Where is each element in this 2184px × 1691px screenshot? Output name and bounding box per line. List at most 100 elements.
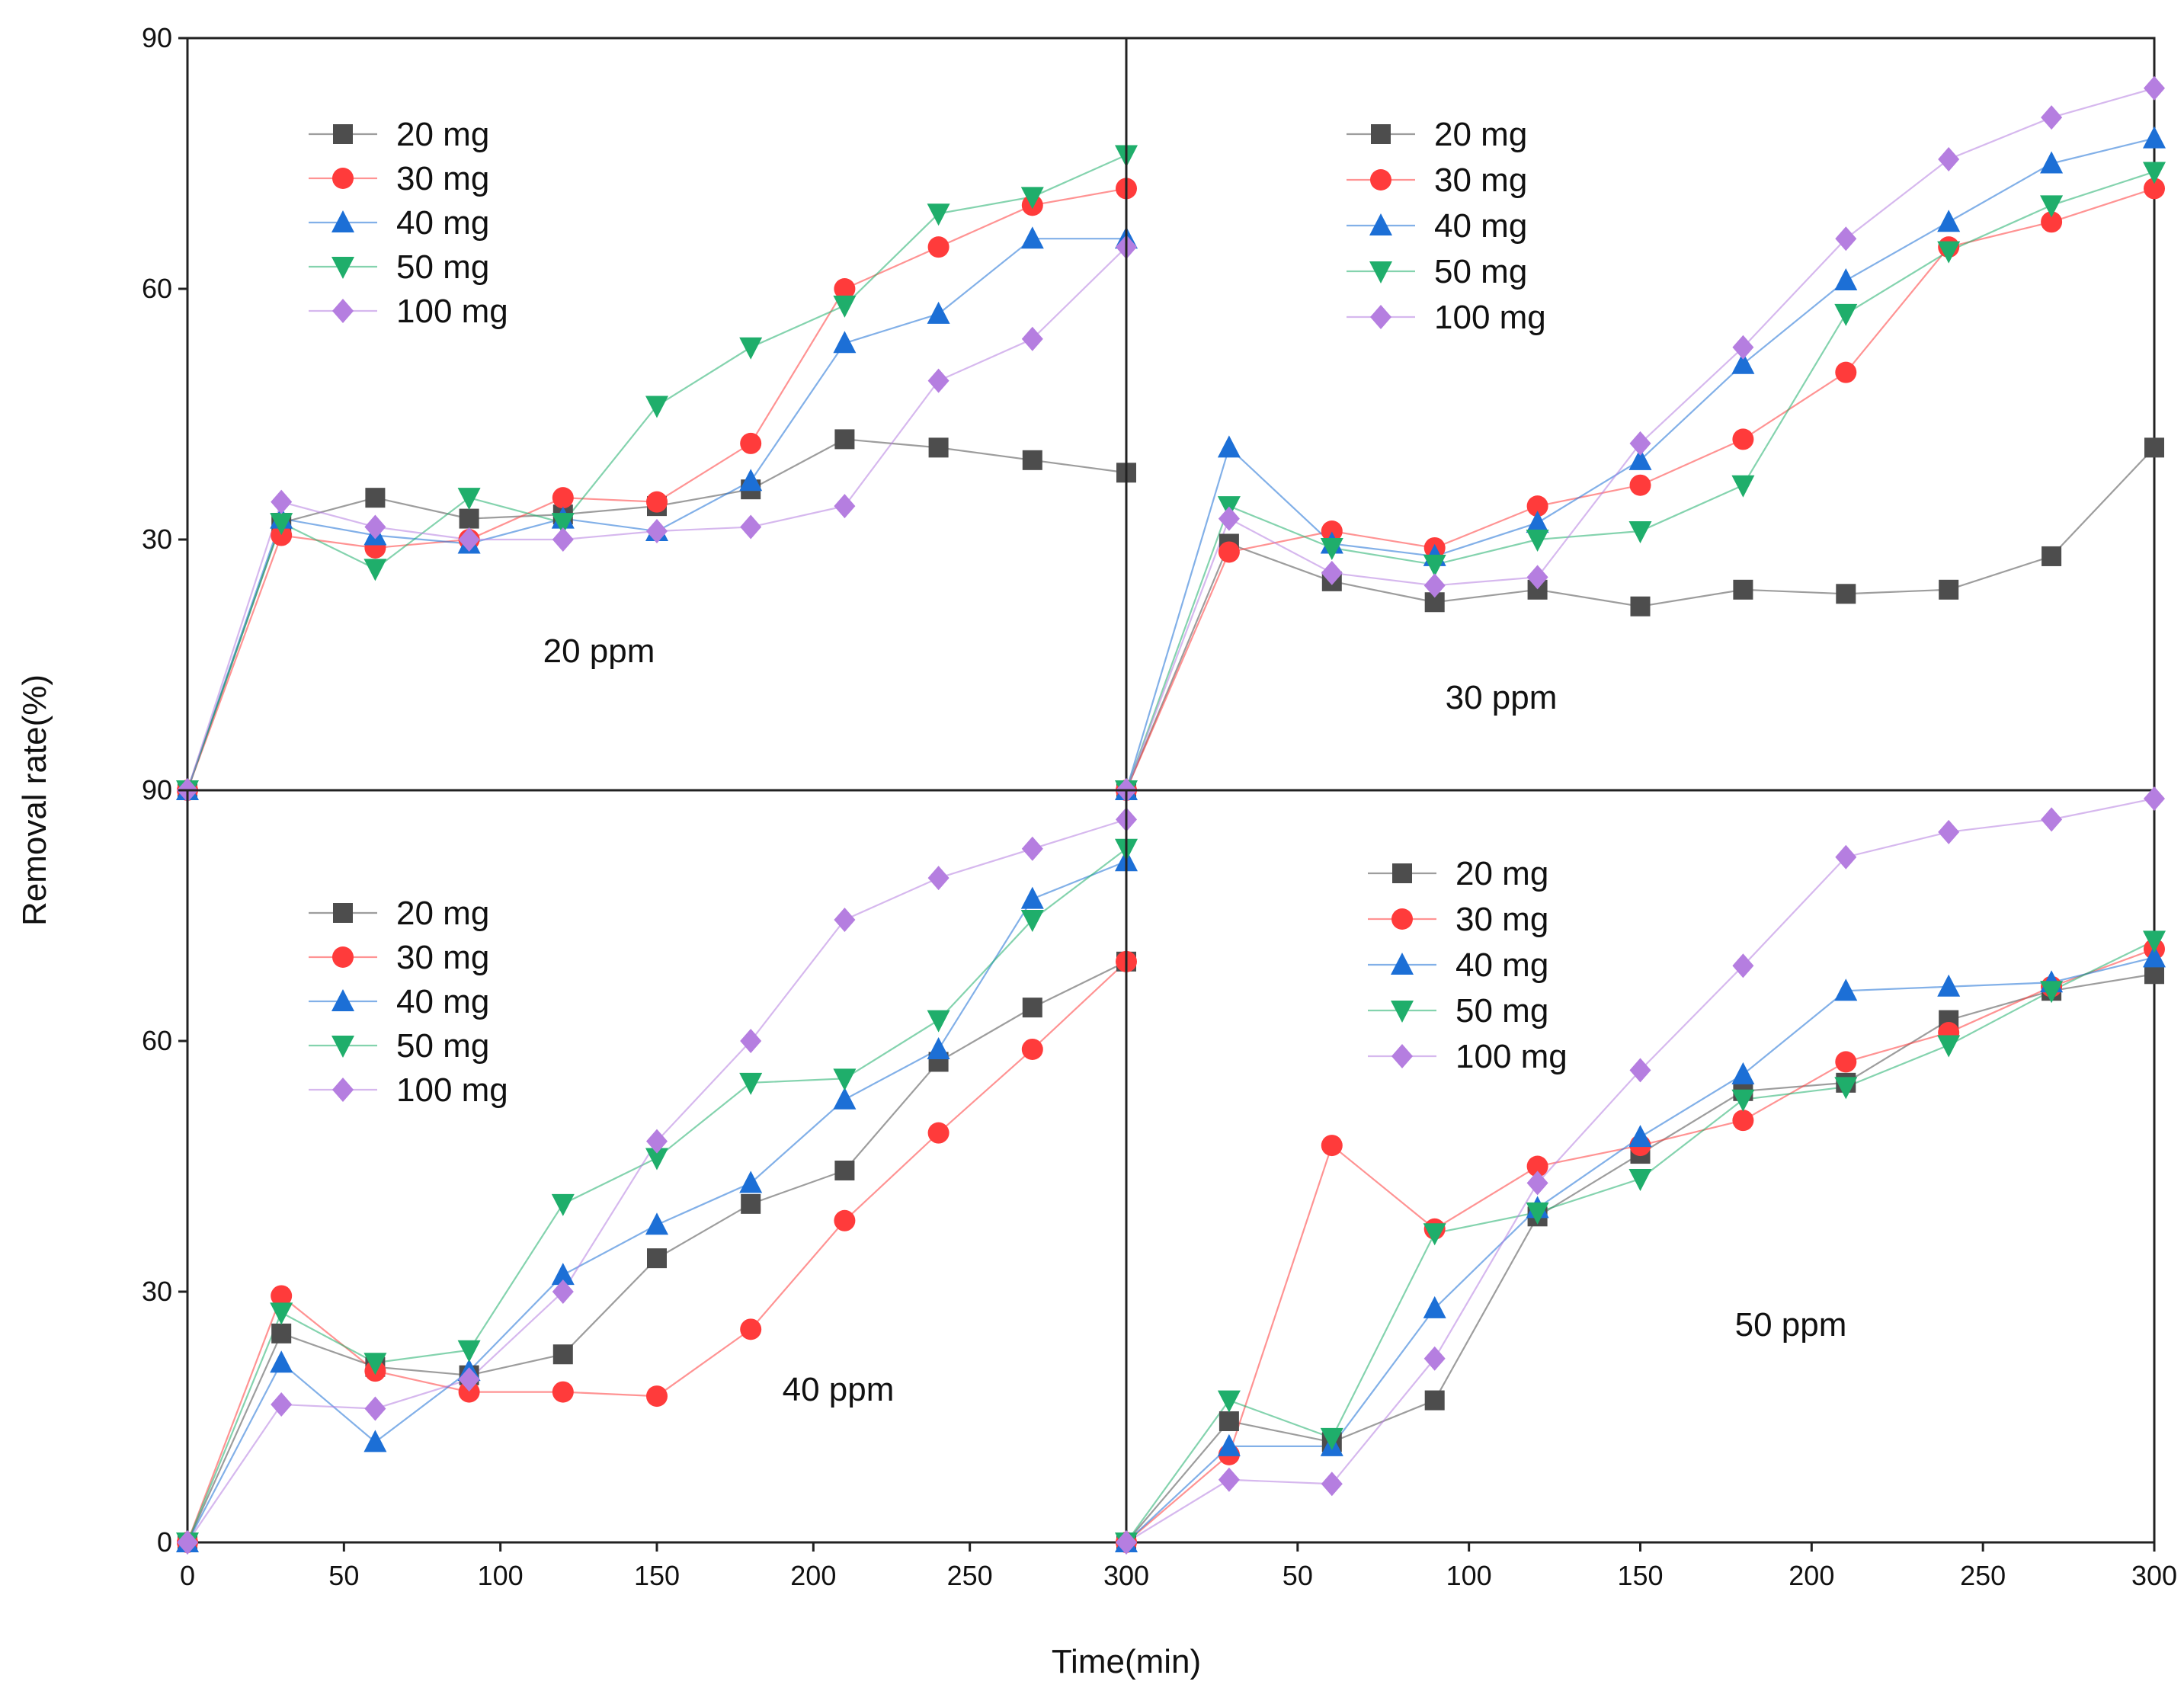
x-axis-title: Time(min)	[1052, 1643, 1201, 1680]
legend-marker	[333, 124, 353, 144]
panel-label: 30 ppm	[1446, 679, 1558, 716]
y-tick-label: 30	[142, 1276, 172, 1307]
legend: 20 mg 30 mg 40 mg 50 mg 100 mg	[309, 895, 508, 1109]
data-point	[1320, 537, 1343, 560]
data-point	[2144, 75, 2165, 101]
data-point	[1629, 474, 1651, 496]
legend-marker	[331, 1036, 354, 1058]
y-tick-label: 90	[142, 22, 172, 53]
data-point	[1731, 1089, 1755, 1112]
data-point	[1938, 147, 1960, 172]
data-point	[834, 429, 855, 450]
legend-marker	[332, 299, 354, 323]
data-point	[1731, 1062, 1755, 1084]
data-point	[739, 469, 763, 492]
data-point	[1731, 351, 1755, 374]
data-point	[2041, 546, 2062, 566]
data-point	[1732, 953, 1754, 978]
data-point	[833, 1087, 857, 1110]
data-point	[1834, 268, 1858, 291]
data-point	[1116, 1530, 1137, 1555]
legend-label: 30 mg	[396, 939, 489, 976]
x-tick-label: 200	[790, 1560, 836, 1591]
series-line-40mg	[187, 860, 1127, 1543]
legend-label: 40 mg	[396, 983, 489, 1020]
data-point	[2040, 981, 2064, 1004]
data-point	[739, 1171, 763, 1193]
legend-label: 20 mg	[1434, 116, 1527, 153]
data-point	[271, 1323, 292, 1344]
data-point	[1526, 530, 1549, 552]
panel-3: 0 50 100 150 200 250 300 20 mg 30 mg 40 mg 50 mg 10…	[1115, 786, 2177, 1591]
data-point	[1938, 819, 1960, 844]
legend-label: 100 mg	[1434, 299, 1546, 336]
data-point	[1424, 1390, 1445, 1411]
x-tick-label: 100	[1446, 1560, 1492, 1591]
x-tick-label: 150	[634, 1560, 680, 1591]
data-point	[1321, 1472, 1343, 1497]
legend-marker	[332, 1078, 354, 1102]
legend-label: 30 mg	[1434, 162, 1527, 199]
series-line-50mg	[186, 847, 1127, 1543]
data-point	[1423, 1223, 1446, 1246]
data-point	[1320, 1427, 1343, 1450]
data-point	[1526, 565, 1548, 590]
legend-label: 20 mg	[396, 895, 489, 932]
data-point	[552, 1381, 574, 1403]
data-point	[1628, 447, 1652, 470]
data-point	[552, 1344, 573, 1365]
data-point	[1732, 1110, 1754, 1132]
data-point	[1733, 579, 1753, 600]
data-point	[834, 494, 856, 519]
data-point	[270, 1350, 293, 1373]
data-point	[1022, 450, 1042, 470]
data-point	[740, 1318, 762, 1340]
panel-label: 20 ppm	[543, 633, 655, 670]
legend-marker	[1391, 908, 1413, 930]
data-point	[1218, 541, 1240, 563]
x-tick-label: 0	[1119, 1560, 1134, 1591]
data-point	[646, 1385, 668, 1408]
data-point	[739, 1072, 763, 1095]
legend-marker	[1369, 261, 1392, 283]
data-point	[645, 1212, 668, 1235]
data-point	[551, 1263, 575, 1286]
data-point	[927, 1036, 950, 1059]
data-point	[1732, 428, 1754, 450]
data-point	[1937, 210, 1961, 232]
data-point	[363, 1353, 387, 1376]
data-point	[1835, 361, 1857, 383]
legend-marker	[332, 946, 354, 968]
series-line-40mg	[1126, 956, 2155, 1543]
data-point	[1020, 226, 1044, 249]
y-axis-title: Removal rate(%)	[16, 674, 53, 926]
legend-label: 40 mg	[1434, 207, 1527, 245]
data-point	[177, 1530, 198, 1555]
series-line-100mg	[187, 818, 1127, 1543]
panel-1: 20 mg 30 mg 40 mg 50 mg 100 mg 30 ppm	[1115, 37, 2166, 802]
data-point	[1423, 573, 1446, 598]
data-point	[271, 524, 293, 546]
legend-marker	[1391, 1001, 1414, 1023]
data-point	[271, 1285, 293, 1307]
data-point	[1021, 836, 1043, 861]
data-point	[927, 1122, 949, 1144]
data-point	[646, 519, 668, 544]
panel-label: 40 ppm	[783, 1371, 895, 1408]
legend-label: 100 mg	[396, 293, 508, 330]
legend: 20 mg 30 mg 40 mg 50 mg 100 mg	[1368, 855, 1568, 1075]
data-point	[2143, 126, 2166, 149]
data-point	[833, 295, 857, 318]
series-line-20mg	[1125, 447, 2155, 791]
x-tick-label: 200	[1789, 1560, 1834, 1591]
data-point	[1628, 1168, 1652, 1191]
x-tick-label: 300	[2131, 1560, 2177, 1591]
series-line-30mg	[186, 187, 1127, 791]
data-point	[1321, 520, 1343, 543]
legend-marker	[1370, 169, 1391, 191]
data-point	[1834, 978, 1858, 1001]
data-point	[1630, 596, 1651, 617]
data-point	[834, 907, 856, 932]
data-point	[1321, 1135, 1343, 1157]
data-point	[927, 236, 949, 258]
